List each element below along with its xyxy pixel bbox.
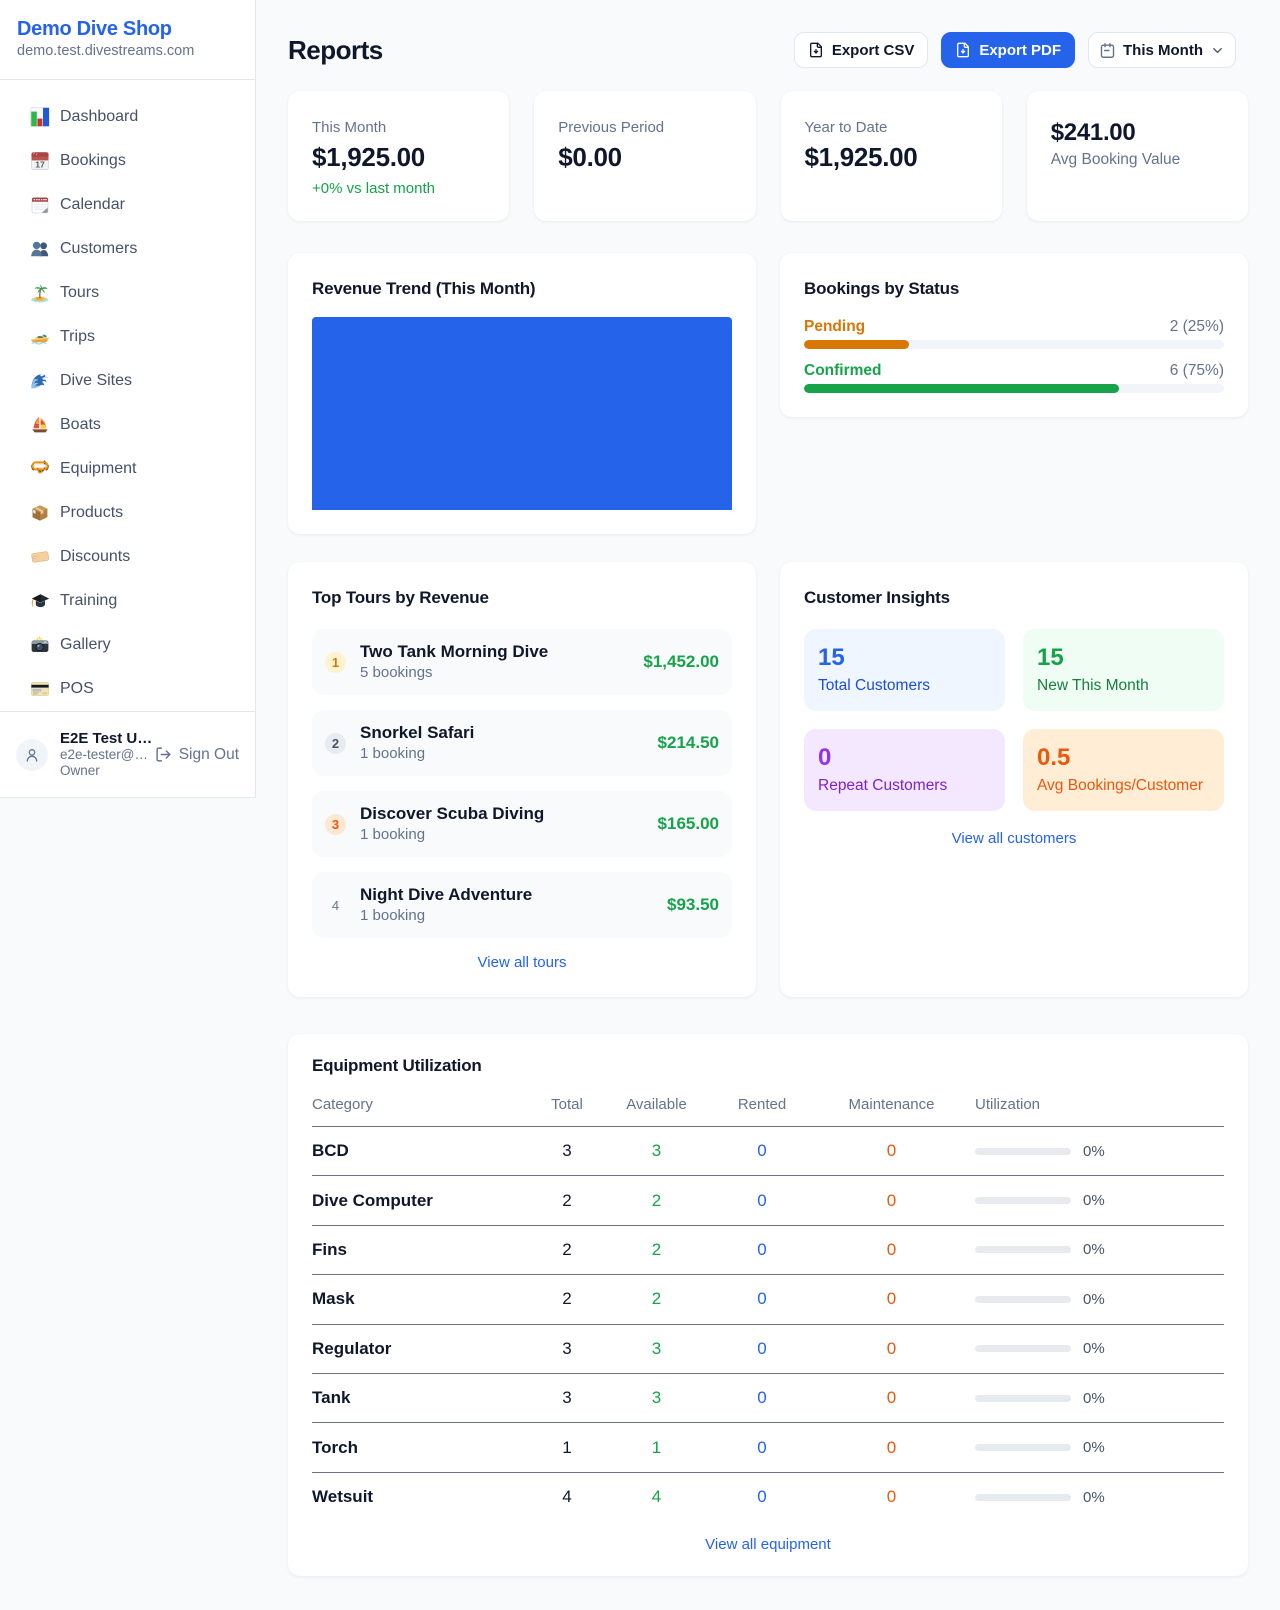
svg-text:17: 17 — [35, 159, 45, 169]
